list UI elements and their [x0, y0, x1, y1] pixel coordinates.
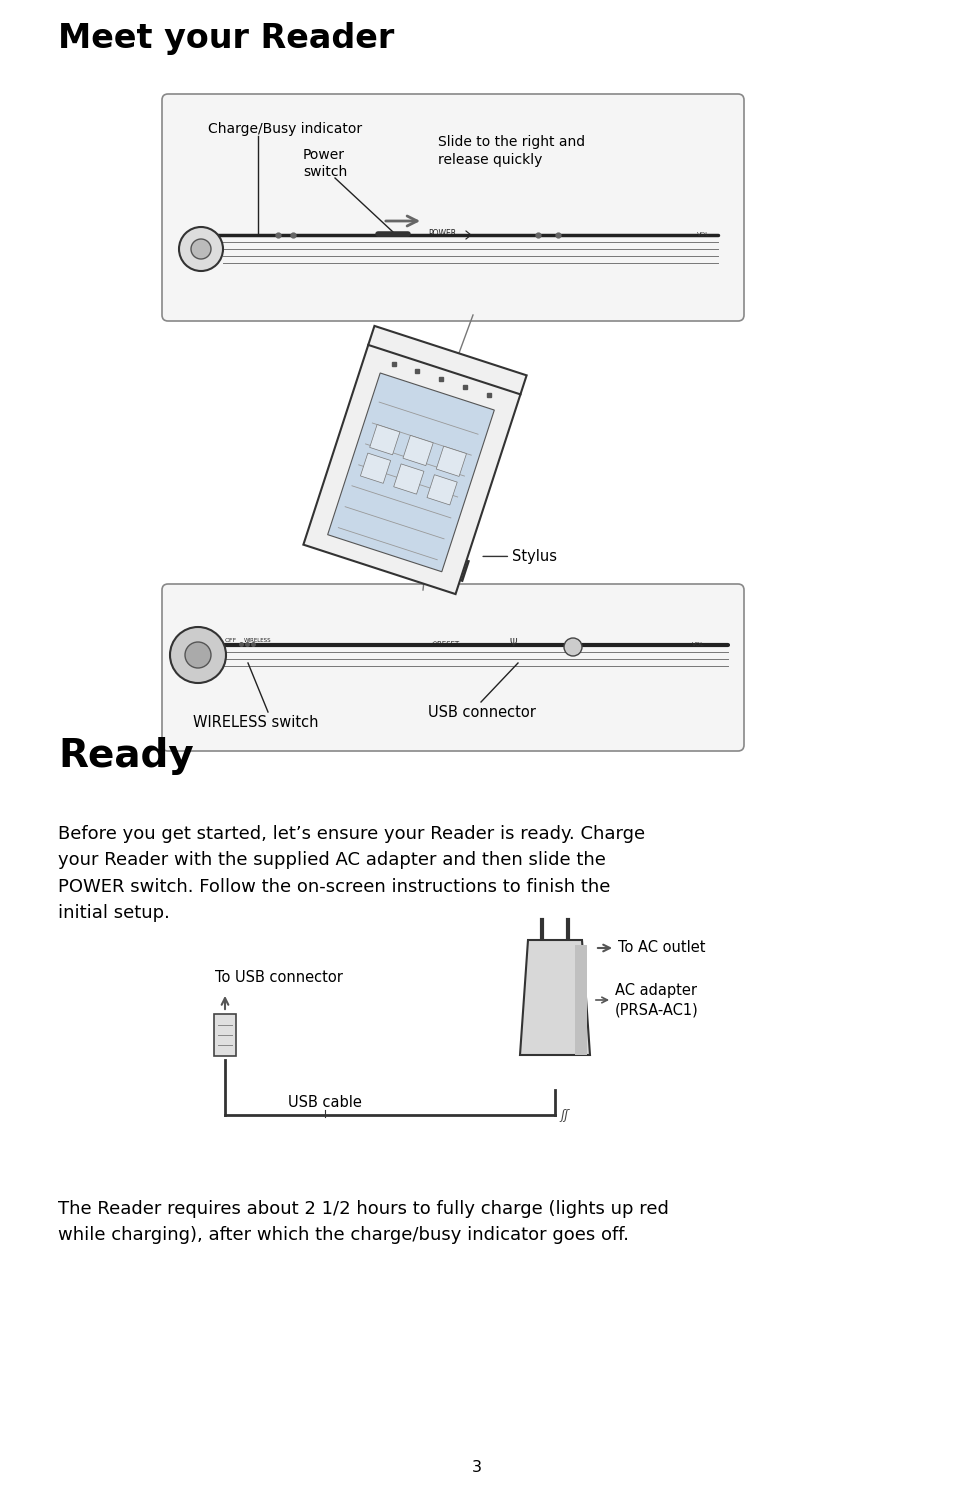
FancyBboxPatch shape — [162, 93, 743, 320]
Polygon shape — [436, 447, 466, 477]
Text: WIRELESS switch: WIRELESS switch — [193, 714, 318, 729]
Polygon shape — [370, 424, 399, 454]
Polygon shape — [303, 326, 526, 594]
Text: Power
switch: Power switch — [303, 147, 347, 179]
Circle shape — [563, 638, 581, 656]
Polygon shape — [402, 435, 433, 466]
Text: Ψ: Ψ — [509, 638, 517, 648]
FancyBboxPatch shape — [575, 945, 586, 1054]
Text: Charge/Busy indicator: Charge/Busy indicator — [208, 122, 362, 135]
FancyBboxPatch shape — [162, 584, 743, 750]
Text: 3: 3 — [472, 1460, 481, 1475]
Polygon shape — [394, 463, 423, 495]
Text: USB connector: USB connector — [428, 705, 536, 720]
Text: VOL: VOL — [696, 233, 709, 238]
Text: The Reader requires about 2 1/2 hours to fully charge (lights up red
while charg: The Reader requires about 2 1/2 hours to… — [58, 1200, 668, 1244]
Text: Meet your Reader: Meet your Reader — [58, 23, 394, 56]
Text: Slide to the right and
release quickly: Slide to the right and release quickly — [437, 135, 584, 167]
Text: ʃʃ: ʃʃ — [559, 1108, 568, 1122]
Text: Before you get started, let’s ensure your Reader is ready. Charge
your Reader wi: Before you get started, let’s ensure you… — [58, 826, 644, 922]
Text: Stylus: Stylus — [512, 549, 557, 564]
Text: USB cable: USB cable — [288, 1095, 361, 1110]
Circle shape — [191, 239, 211, 259]
Text: VOL: VOL — [691, 642, 703, 647]
FancyBboxPatch shape — [213, 1014, 235, 1056]
Text: WIRELESS
ON: WIRELESS ON — [244, 638, 272, 648]
Polygon shape — [519, 940, 589, 1054]
Text: OFF: OFF — [225, 639, 237, 644]
Polygon shape — [360, 453, 390, 483]
Circle shape — [185, 642, 211, 668]
Text: Ready: Ready — [58, 737, 193, 775]
Text: POWER: POWER — [428, 229, 456, 238]
Polygon shape — [327, 373, 494, 572]
Text: To AC outlet: To AC outlet — [618, 940, 705, 955]
Text: AC adapter
(PRSA-AC1): AC adapter (PRSA-AC1) — [615, 982, 698, 1017]
Text: To USB connector: To USB connector — [214, 970, 342, 985]
Text: ○RESET: ○RESET — [432, 641, 459, 647]
Circle shape — [170, 627, 226, 683]
Circle shape — [179, 227, 223, 271]
Polygon shape — [427, 475, 456, 505]
